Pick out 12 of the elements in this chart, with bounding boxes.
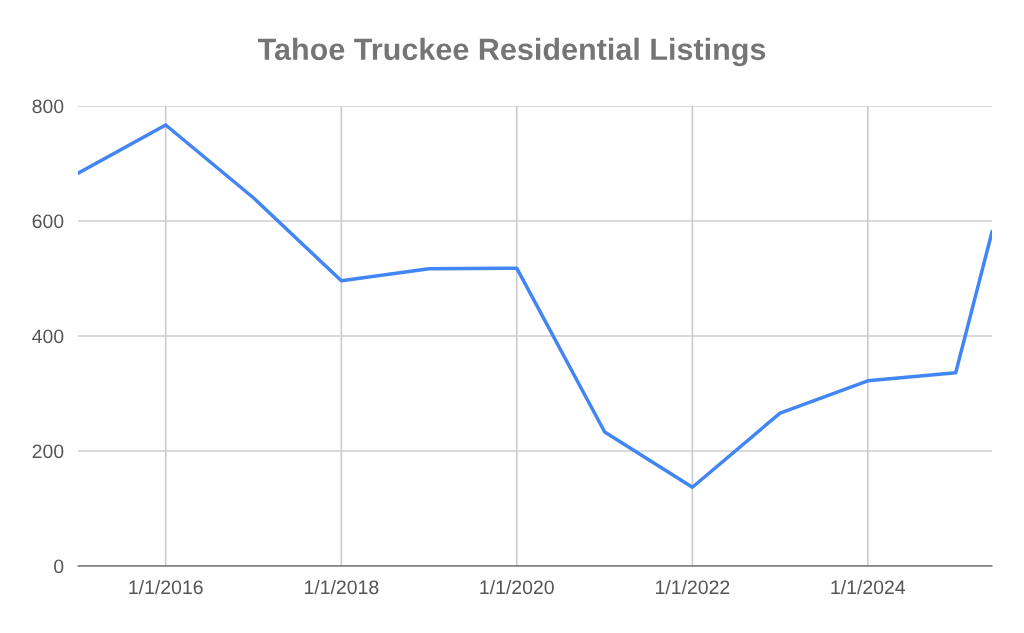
x-tick-label: 1/1/2022 bbox=[656, 579, 730, 595]
y-tick-label: 600 bbox=[32, 214, 64, 229]
line-series bbox=[78, 123, 992, 489]
y-tick-label: 200 bbox=[32, 444, 64, 459]
x-tick-label: 1/1/2018 bbox=[304, 579, 379, 595]
y-tick-label: 0 bbox=[54, 559, 64, 574]
y-tick-label: 400 bbox=[32, 329, 64, 344]
chart-title: Tahoe Truckee Residential Listings bbox=[257, 37, 766, 67]
x-tick-label: 1/1/2016 bbox=[129, 579, 203, 595]
y-tick-label: 800 bbox=[32, 99, 64, 114]
x-tick-label: 1/1/2024 bbox=[831, 579, 906, 595]
x-tick-label: 1/1/2020 bbox=[480, 579, 554, 595]
